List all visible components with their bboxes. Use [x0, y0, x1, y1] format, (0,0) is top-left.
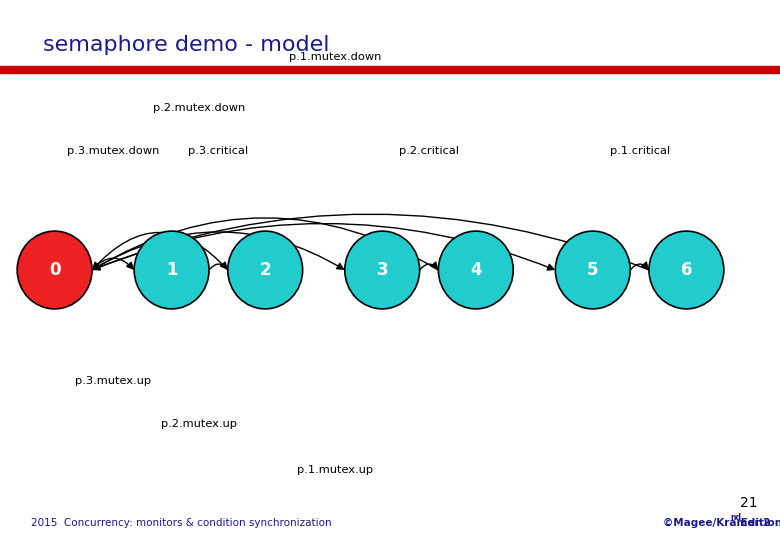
Text: 2: 2	[260, 261, 271, 279]
Text: p.3.mutex.down: p.3.mutex.down	[67, 146, 159, 156]
FancyArrowPatch shape	[93, 232, 228, 270]
FancyArrowPatch shape	[92, 258, 133, 270]
Ellipse shape	[649, 231, 724, 309]
Text: 21: 21	[740, 496, 757, 510]
Ellipse shape	[438, 231, 513, 309]
FancyArrowPatch shape	[209, 262, 227, 270]
FancyArrowPatch shape	[92, 232, 343, 270]
FancyArrowPatch shape	[630, 262, 648, 270]
Text: 3: 3	[377, 261, 388, 279]
Text: p.1.mutex.down: p.1.mutex.down	[289, 52, 381, 62]
Text: Edition: Edition	[737, 518, 780, 528]
Ellipse shape	[17, 231, 92, 309]
Text: nd: nd	[730, 512, 741, 522]
Text: 0: 0	[49, 261, 60, 279]
Ellipse shape	[555, 231, 630, 309]
Text: p.2.mutex.up: p.2.mutex.up	[161, 419, 237, 429]
Ellipse shape	[134, 231, 209, 309]
Ellipse shape	[345, 231, 420, 309]
FancyArrowPatch shape	[94, 214, 649, 270]
Text: p.2.critical: p.2.critical	[399, 146, 459, 156]
Text: p.2.mutex.down: p.2.mutex.down	[153, 103, 245, 113]
FancyArrowPatch shape	[92, 224, 554, 270]
Text: 2015  Concurrency: monitors & condition synchronization: 2015 Concurrency: monitors & condition s…	[31, 518, 332, 528]
Bar	[0, 66, 780, 73]
Ellipse shape	[228, 231, 303, 309]
Text: p.3.mutex.up: p.3.mutex.up	[75, 376, 151, 386]
Text: p.1.critical: p.1.critical	[609, 146, 670, 156]
Text: p.1.mutex.up: p.1.mutex.up	[297, 465, 374, 475]
FancyArrowPatch shape	[420, 262, 438, 270]
Text: 6: 6	[681, 261, 692, 279]
Text: ©Magee/Kramer 2: ©Magee/Kramer 2	[663, 518, 771, 528]
Text: p.3.critical: p.3.critical	[188, 146, 249, 156]
Text: 5: 5	[587, 261, 598, 279]
FancyArrowPatch shape	[94, 218, 438, 270]
Text: 1: 1	[166, 261, 177, 279]
Text: 4: 4	[470, 261, 481, 279]
Text: semaphore demo - model: semaphore demo - model	[43, 35, 329, 55]
